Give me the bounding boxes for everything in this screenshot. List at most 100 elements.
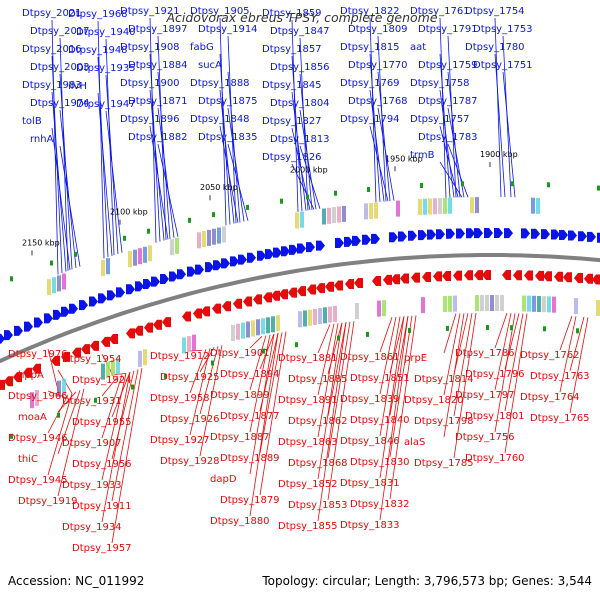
gene-label-dtpsy-1887[interactable]: Dtpsy_1887	[210, 432, 270, 443]
gene-label-dtpsy-1815[interactable]: Dtpsy_1815	[340, 42, 400, 53]
gene-label-dtpsy-1947[interactable]: Dtpsy_1947	[76, 99, 136, 110]
gene-label-dtpsy-1830[interactable]: Dtpsy_1830	[350, 457, 410, 468]
gene-label-dtpsy-1846[interactable]: Dtpsy_1846	[340, 436, 400, 447]
gene-label-dtpsy-1880[interactable]: Dtpsy_1880	[210, 516, 270, 527]
gene-label-dtpsy-1757[interactable]: Dtpsy_1757	[410, 114, 470, 125]
gene-label-dtpsy-1791[interactable]: Dtpsy_1791	[418, 24, 478, 35]
gene-label-dtpsy-1901[interactable]: Dtpsy_1901	[210, 348, 270, 359]
gene-label-dtpsy-1764[interactable]: Dtpsy_1764	[520, 392, 580, 403]
gene-label-dtpsy-1905[interactable]: Dtpsy_1905	[190, 6, 250, 17]
gene-label-dtpsy-1798[interactable]: Dtpsy_1798	[414, 416, 474, 427]
gene-label-hppa[interactable]: hppA	[18, 370, 44, 381]
gene-label-prpe[interactable]: prpE	[404, 353, 427, 364]
gene-label-dtpsy-1871[interactable]: Dtpsy_1871	[128, 96, 188, 107]
gene-label-dtpsy-1787[interactable]: Dtpsy_1787	[418, 96, 478, 107]
gene-label-dtpsy-1877[interactable]: Dtpsy_1877	[220, 411, 280, 422]
gene-label-dtpsy-1935[interactable]: Dtpsy_1935	[76, 63, 136, 74]
gene-label-dtpsy-1831[interactable]: Dtpsy_1831	[340, 478, 400, 489]
gene-label-dtpsy-1888[interactable]: Dtpsy_1888	[190, 78, 250, 89]
gene-label-dtpsy-1751[interactable]: Dtpsy_1751	[473, 60, 533, 71]
gene-label-dtpsy-1921[interactable]: Dtpsy_1921	[120, 6, 180, 17]
gene-label-dtpsy-1761[interactable]: Dtpsy_1761	[410, 6, 470, 17]
gene-label-dtpsy-2017[interactable]: Dtpsy_2017	[30, 26, 90, 37]
gene-label-dtpsy-1768[interactable]: Dtpsy_1768	[348, 96, 408, 107]
gene-label-dtpsy-1856[interactable]: Dtpsy_1856	[270, 62, 330, 73]
gene-label-alas[interactable]: alaS	[404, 437, 425, 448]
gene-label-dtpsy-1762[interactable]: Dtpsy_1762	[520, 350, 580, 361]
gene-label-dtpsy-1852[interactable]: Dtpsy_1852	[278, 479, 338, 490]
gene-label-dtpsy-1809[interactable]: Dtpsy_1809	[348, 24, 408, 35]
gene-label-dtpsy-1958[interactable]: Dtpsy_1958	[150, 393, 210, 404]
gene-label-dtpsy-1899[interactable]: Dtpsy_1899	[210, 390, 270, 401]
gene-label-dtpsy-1908[interactable]: Dtpsy_1908	[120, 42, 180, 53]
gene-label-dtpsy-1848[interactable]: Dtpsy_1848	[190, 114, 250, 125]
gene-label-dtpsy-1955[interactable]: Dtpsy_1955	[72, 417, 132, 428]
gene-label-dtpsy-1912[interactable]: Dtpsy_1912	[150, 351, 210, 362]
gene-label-dtpsy-1974[interactable]: Dtpsy_1974	[30, 98, 90, 109]
gene-label-dtpsy-1931[interactable]: Dtpsy_1931	[62, 396, 122, 407]
gene-label-dtpsy-1948[interactable]: Dtpsy_1948	[68, 45, 128, 56]
gene-label-dtpsy-1896[interactable]: Dtpsy_1896	[120, 114, 180, 125]
gene-label-dtpsy-1770[interactable]: Dtpsy_1770	[348, 60, 408, 71]
gene-label-thic[interactable]: thiC	[18, 454, 38, 465]
gene-label-dtpsy-1758[interactable]: Dtpsy_1758	[410, 78, 470, 89]
gene-label-dtpsy-1826[interactable]: Dtpsy_1826	[262, 152, 322, 163]
gene-label-dtpsy-1765[interactable]: Dtpsy_1765	[530, 413, 590, 424]
gene-label-dtpsy-1827[interactable]: Dtpsy_1827	[262, 116, 322, 127]
gene-label-dtpsy-1814[interactable]: Dtpsy_1814	[414, 374, 474, 385]
gene-label-dtpsy-1884[interactable]: Dtpsy_1884	[128, 60, 188, 71]
gene-label-dtpsy-1783[interactable]: Dtpsy_1783	[418, 132, 478, 143]
gene-label-dtpsy-1833[interactable]: Dtpsy_1833	[340, 520, 400, 531]
gene-label-dtpsy-1759[interactable]: Dtpsy_1759	[418, 60, 478, 71]
gene-label-dtpsy-1801[interactable]: Dtpsy_1801	[465, 411, 525, 422]
gene-label-dtpsy-1889[interactable]: Dtpsy_1889	[220, 453, 280, 464]
gene-label-dapd[interactable]: dapD	[210, 474, 237, 485]
gene-label-dtpsy-1945[interactable]: Dtpsy_1945	[8, 475, 68, 486]
gene-label-dtpsy-1822[interactable]: Dtpsy_1822	[340, 6, 400, 17]
gene-label-dtpsy-1983[interactable]: Dtpsy_1983	[22, 80, 82, 91]
gene-label-dtpsy-1859[interactable]: Dtpsy_1859	[262, 8, 322, 19]
gene-label-dtpsy-1919[interactable]: Dtpsy_1919	[18, 496, 78, 507]
gene-label-dtpsy-1786[interactable]: Dtpsy_1786	[455, 348, 515, 359]
gene-label-fabg[interactable]: fabG	[190, 42, 214, 53]
gene-label-dtpsy-2021[interactable]: Dtpsy_2021	[22, 8, 82, 19]
gene-label-dtpsy-1914[interactable]: Dtpsy_1914	[198, 24, 258, 35]
gene-label-dtpsy-1868[interactable]: Dtpsy_1868	[288, 458, 348, 469]
gene-label-dtpsy-1840[interactable]: Dtpsy_1840	[350, 415, 410, 426]
gene-label-dtpsy-1956[interactable]: Dtpsy_1956	[72, 459, 132, 470]
gene-label-dtpsy-1891[interactable]: Dtpsy_1891	[278, 395, 338, 406]
gene-label-dtpsy-1763[interactable]: Dtpsy_1763	[530, 371, 590, 382]
gene-label-dtpsy-1907[interactable]: Dtpsy_1907	[62, 438, 122, 449]
gene-label-dtpsy-1756[interactable]: Dtpsy_1756	[455, 432, 515, 443]
gene-label-dtpsy-1861[interactable]: Dtpsy_1861	[340, 352, 400, 363]
gene-label-moaa[interactable]: moaA	[18, 412, 47, 423]
gene-label-dtpsy-1897[interactable]: Dtpsy_1897	[128, 24, 188, 35]
gene-label-dtpsy-1925[interactable]: Dtpsy_1925	[160, 372, 220, 383]
gene-label-trmb[interactable]: trmB	[410, 150, 435, 161]
gene-label-dtpsy-1976[interactable]: Dtpsy_1976	[8, 349, 68, 360]
gene-label-rnha[interactable]: rnhA	[30, 134, 54, 145]
gene-label-dtpsy-1754[interactable]: Dtpsy_1754	[465, 6, 525, 17]
gene-label-dtpsy-1946[interactable]: Dtpsy_1946	[8, 433, 68, 444]
gene-label-dtpsy-1796[interactable]: Dtpsy_1796	[465, 369, 525, 380]
gene-label-dtpsy-1853[interactable]: Dtpsy_1853	[288, 500, 348, 511]
gene-label-dtpsy-1835[interactable]: Dtpsy_1835	[198, 132, 258, 143]
gene-label-dtpsy-1882[interactable]: Dtpsy_1882	[128, 132, 188, 143]
gene-label-dtpsy-1928[interactable]: Dtpsy_1928	[160, 456, 220, 467]
gene-label-dtpsy-1855[interactable]: Dtpsy_1855	[278, 521, 338, 532]
gene-label-dtpsy-1780[interactable]: Dtpsy_1780	[465, 42, 525, 53]
gene-label-dtpsy-1894[interactable]: Dtpsy_1894	[220, 369, 280, 380]
gene-label-dtpsy-1875[interactable]: Dtpsy_1875	[198, 96, 258, 107]
gene-label-dtpsy-1933[interactable]: Dtpsy_1933	[62, 480, 122, 491]
gene-label-dtpsy-1863[interactable]: Dtpsy_1863	[278, 437, 338, 448]
gene-label-dtpsy-1924[interactable]: Dtpsy_1924	[72, 375, 132, 386]
gene-label-aat[interactable]: aat	[410, 42, 426, 53]
gene-label-dtpsy-1881[interactable]: Dtpsy_1881	[278, 353, 338, 364]
gene-label-dtpsy-1847[interactable]: Dtpsy_1847	[270, 26, 330, 37]
gene-label-dtpsy-2003[interactable]: Dtpsy_2003	[30, 62, 90, 73]
gene-label-dtpsy-1879[interactable]: Dtpsy_1879	[220, 495, 280, 506]
gene-label-dtpsy-1813[interactable]: Dtpsy_1813	[270, 134, 330, 145]
gene-label-dtpsy-1769[interactable]: Dtpsy_1769	[340, 78, 400, 89]
gene-label-dtpsy-1885[interactable]: Dtpsy_1885	[288, 374, 348, 385]
gene-label-dtpsy-1820[interactable]: Dtpsy_1820	[404, 395, 464, 406]
